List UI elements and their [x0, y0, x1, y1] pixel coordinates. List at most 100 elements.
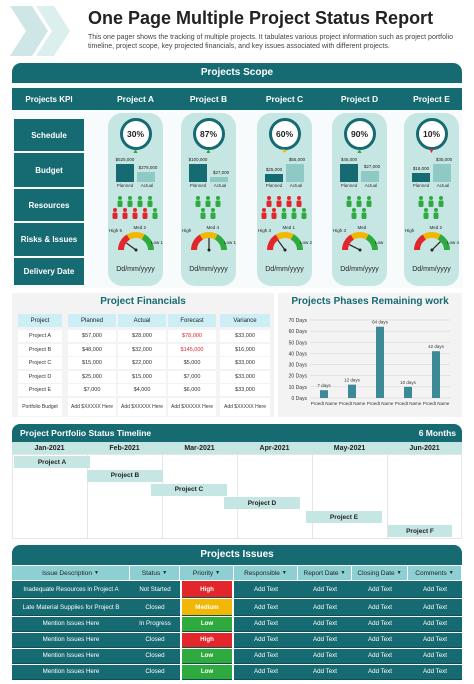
financials-cell: $15,000 — [68, 357, 116, 369]
financials-column-header: Planned — [68, 314, 116, 327]
bar-data-label: 64 days — [372, 320, 389, 325]
kpi-row-label: Resources — [14, 189, 84, 222]
project-header: Project A — [116, 94, 154, 104]
issues-column-header: Issue Description ▼ — [12, 566, 130, 580]
person-icon — [136, 194, 144, 207]
schedule-circle: 60% — [268, 118, 301, 150]
financials-cell: $22,000 — [118, 357, 166, 369]
issues-column-header: Report Date ▼ — [298, 566, 352, 580]
project-header: Project B — [189, 94, 228, 104]
person-icon — [365, 194, 373, 207]
issues-column-header: Status ▼ — [130, 566, 180, 580]
issue-status: Closed — [130, 665, 180, 680]
timeline-month-header: Mar-2021 — [162, 442, 237, 454]
person-icon — [280, 206, 288, 219]
y-tick-label: 0 Days — [291, 396, 307, 402]
financials-row-label: Project B — [18, 343, 62, 356]
issue-cell: Add Text — [234, 581, 298, 598]
issues-heading-bar — [12, 545, 462, 565]
y-tick-label: 60 Days — [289, 329, 308, 335]
financials-cell: $33,000 — [220, 384, 270, 396]
kpi-row-label: Budget — [14, 153, 84, 188]
issue-cell: Add Text — [408, 665, 462, 680]
scope-panel — [12, 83, 462, 288]
project-header: Project C — [265, 94, 304, 104]
issues-column-header: Comments ▼ — [408, 566, 462, 580]
chevron-down-icon: ▼ — [215, 570, 221, 576]
issue-cell: Add Text — [352, 633, 408, 648]
issue-status: Closed — [130, 633, 180, 648]
financials-cell: $6,000 — [168, 384, 216, 396]
timeline-heading-bar — [12, 424, 462, 442]
issue-status: Closed — [130, 649, 180, 664]
chart-bar — [348, 384, 356, 398]
risk-low-label: Low 1 — [224, 240, 237, 245]
budget-planned-bar — [412, 172, 430, 182]
risk-high-label: High 3 — [258, 228, 272, 233]
issue-cell: Add Text — [234, 617, 298, 632]
person-icon — [290, 206, 298, 219]
issue-status: Closed — [130, 599, 180, 616]
scope-heading: Projects Scope — [200, 67, 274, 78]
person-icon — [422, 206, 430, 219]
budget-actual-label: Actual — [213, 183, 227, 188]
y-tick-label: 50 Days — [289, 340, 308, 346]
person-icon — [131, 206, 139, 219]
issue-cell: Add Text — [298, 665, 352, 680]
person-icon — [285, 194, 293, 207]
budget-planned-label: Planned — [189, 183, 207, 188]
risk-high-label: High 5 — [109, 228, 123, 233]
timeline-divider — [237, 454, 238, 539]
chevron-down-icon: ▼ — [162, 570, 168, 576]
financials-column-header: Variance — [220, 314, 270, 327]
issues-column-header: Closing Date ▼ — [352, 566, 408, 580]
risk-low-label: Low — [375, 240, 384, 245]
issue-cell: Add Text — [352, 581, 408, 598]
risk-high-label: High — [182, 228, 192, 233]
header-chevrons — [10, 6, 80, 56]
delivery-date: Dd/mm/yyyy — [412, 266, 451, 273]
schedule-circle: 30% — [119, 118, 152, 150]
schedule-circle: 87% — [192, 118, 225, 150]
issue-description: Mention Issues Here — [12, 617, 130, 632]
risk-gauge — [117, 232, 154, 252]
timeline-heading: Project Portfolio Status Timeline — [20, 428, 152, 438]
financials-cell: $32,000 — [118, 343, 166, 356]
issue-cell: Add Text — [298, 581, 352, 598]
chart-bar — [320, 390, 328, 398]
person-icon — [437, 194, 445, 207]
chart-bar — [432, 351, 440, 398]
issue-cell: Add Text — [234, 599, 298, 616]
kpi-row-label: Schedule — [14, 119, 84, 152]
issue-cell: Add Text — [234, 649, 298, 664]
bar-data-label: 42 days — [428, 344, 445, 349]
risk-gauge — [413, 232, 450, 252]
budget-planned-value: $18,000 — [412, 165, 430, 171]
issue-status: Not Started — [130, 581, 180, 598]
kpi-row-label: Risks & Issues — [14, 223, 84, 257]
chart-bar — [376, 326, 384, 398]
x-category-label: Proedt Name — [339, 401, 366, 406]
scope-header-row — [12, 88, 462, 110]
risk-low-label: Low 2 — [300, 240, 313, 245]
timeline-month-header: Feb-2021 — [87, 442, 162, 454]
issue-priority-badge: Low — [182, 617, 232, 632]
budget-actual-value: $35,000 — [435, 157, 453, 162]
person-icon — [141, 206, 149, 219]
financials-cell: $145,000 — [168, 343, 216, 356]
risk-med-label: Med 2 — [133, 225, 147, 230]
risk-med-label: Med — [357, 225, 367, 230]
financials-cell: $57,000 — [68, 330, 116, 342]
kpi-row-label: Delivery Date — [14, 258, 84, 286]
issue-cell: Add Text — [352, 599, 408, 616]
budget-planned-label: Planned — [116, 183, 134, 188]
issue-cell: Add Text — [408, 581, 462, 598]
financials-row-label: Project D — [18, 370, 62, 383]
person-icon — [116, 194, 124, 207]
person-icon — [417, 194, 425, 207]
issue-priority-badge: High — [182, 633, 232, 648]
issue-description: Mention Issues Here — [12, 633, 130, 648]
budget-planned-label: Planned — [265, 183, 283, 188]
person-icon — [427, 194, 435, 207]
financials-cell: Add $XXXXX Here — [118, 397, 166, 416]
